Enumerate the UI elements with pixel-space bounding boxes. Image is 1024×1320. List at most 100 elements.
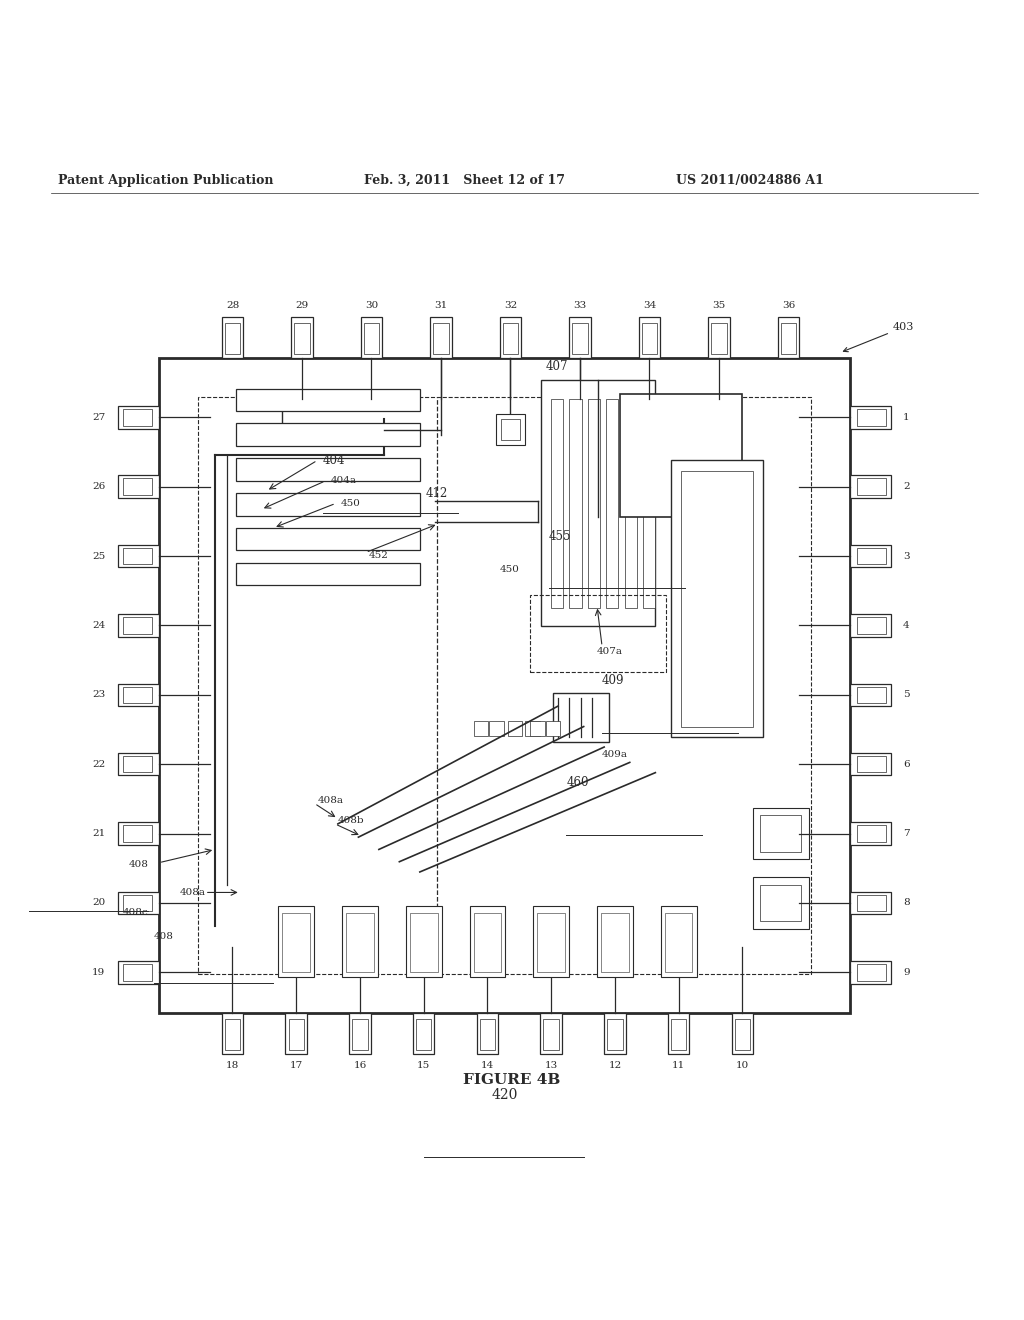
Bar [857,895,886,911]
Text: 1: 1 [903,413,909,422]
Bar [753,808,809,859]
Bar [123,964,152,981]
Bar [857,964,886,981]
Bar [118,545,159,568]
Bar [279,906,314,977]
Bar [604,1014,626,1055]
Bar [118,892,159,915]
Bar [671,461,763,737]
Text: Patent Application Publication: Patent Application Publication [58,174,273,187]
Text: 10: 10 [736,1061,749,1071]
Bar [642,323,657,354]
Bar [850,475,891,498]
Bar [534,906,569,977]
Bar [546,722,560,735]
Bar [643,399,655,607]
Bar [123,618,152,634]
Bar [850,614,891,636]
Text: 36: 36 [782,301,795,310]
Bar [760,816,801,851]
Bar [477,1014,499,1055]
Bar [530,595,666,672]
Bar [553,693,609,742]
Bar [236,424,420,446]
Bar [123,825,152,842]
Bar [406,906,441,977]
Bar [850,407,891,429]
Bar [433,323,449,354]
Text: US 2011/0024886 A1: US 2011/0024886 A1 [676,174,823,187]
Text: 420: 420 [492,1088,517,1102]
Bar [236,494,420,516]
Bar [416,1019,431,1051]
Text: 408c: 408c [123,908,148,917]
Text: 14: 14 [481,1061,494,1071]
Text: 6: 6 [903,760,909,768]
Bar [551,399,563,607]
Text: 408: 408 [154,932,173,941]
Bar [620,393,742,516]
Bar [123,478,152,495]
Text: 33: 33 [573,301,587,310]
Bar [118,684,159,706]
Bar [118,614,159,636]
Text: 11: 11 [672,1061,685,1071]
Bar [850,752,891,775]
Bar [760,884,801,921]
Bar [283,913,310,973]
Bar [364,323,379,354]
Bar [781,323,797,354]
Bar [569,399,582,607]
Bar [607,1019,623,1051]
Text: 18: 18 [226,1061,239,1071]
Text: 21: 21 [92,829,105,838]
Bar [291,317,312,358]
Text: 407a: 407a [597,647,623,656]
Bar [660,906,696,977]
Bar [857,478,886,495]
Bar [857,756,886,772]
Bar [597,906,633,977]
Bar [469,906,506,977]
Text: 8: 8 [903,899,909,907]
Text: 5: 5 [903,690,909,700]
Bar [569,317,591,358]
Bar [123,409,152,425]
Bar [857,825,886,842]
Bar [198,397,811,974]
Bar [502,420,519,440]
Bar [850,822,891,845]
Bar [496,414,524,445]
Text: 17: 17 [290,1061,303,1071]
Bar [732,1014,754,1055]
Bar [123,756,152,772]
Bar [123,548,152,564]
Bar [221,1014,243,1055]
Text: 32: 32 [504,301,517,310]
Bar [541,1014,562,1055]
Bar [712,323,727,354]
Bar [508,722,522,735]
Text: 412: 412 [426,487,449,499]
Bar [541,380,655,626]
Bar [123,895,152,911]
Text: 408a: 408a [179,888,205,898]
Bar [850,892,891,915]
Bar [346,913,374,973]
Text: 28: 28 [226,301,239,310]
Bar [221,317,243,358]
Bar [289,1019,304,1051]
Text: 455: 455 [549,529,571,543]
Text: 20: 20 [92,899,105,907]
Bar [625,399,637,607]
Text: 3: 3 [903,552,909,561]
Bar [668,1014,689,1055]
Bar [430,317,452,358]
Text: 408b: 408b [338,816,365,825]
Text: 25: 25 [92,552,105,561]
Bar [236,562,420,585]
Bar [474,722,488,735]
Bar [360,317,382,358]
Text: 452: 452 [369,550,388,560]
Bar [236,388,420,411]
